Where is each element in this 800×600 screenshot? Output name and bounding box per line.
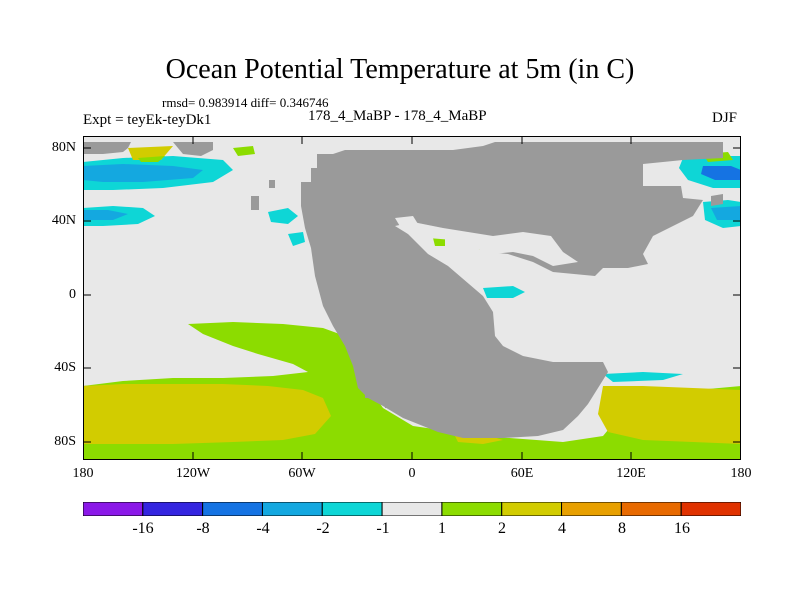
colorbar-swatch <box>620 502 682 516</box>
lat-label-0: 0 <box>69 287 76 302</box>
lon-label-120e: 120E <box>616 466 646 481</box>
west-island <box>251 196 259 210</box>
colorbar <box>83 502 741 516</box>
north-pacific-blue-core <box>83 164 203 182</box>
experiment-label: Expt = teyEk-teyDk1 <box>83 112 212 128</box>
colorbar-swatch <box>441 502 503 516</box>
colorbar-swatch <box>202 502 263 516</box>
lon-label-60w: 60W <box>288 466 316 481</box>
lon-label-180-east: 180 <box>730 466 752 481</box>
longitude-ticks <box>192 136 632 460</box>
lon-label-60e: 60E <box>510 466 534 481</box>
colorbar-swatch <box>142 502 204 516</box>
lon-label-180-west: 180 <box>72 466 94 481</box>
northwest-blue-core <box>83 210 128 220</box>
colorbar-label: 1 <box>438 520 446 537</box>
east-mid-blue-core <box>711 206 741 220</box>
lat-label-40s: 40S <box>54 360 76 375</box>
temperature-difference-map <box>83 136 741 460</box>
colorbar-swatch <box>83 502 144 516</box>
latitude-ticks <box>83 147 741 443</box>
colorbar-swatch <box>561 502 622 516</box>
lon-label-0: 0 <box>408 466 416 481</box>
south-small-island <box>365 390 375 398</box>
inland-sea-cyan-patch <box>483 286 525 298</box>
southern-band-yellow-main <box>83 384 331 444</box>
southern-band-yellow-east <box>598 386 741 444</box>
season-label: DJF <box>712 110 738 126</box>
arctic-green-patch <box>138 156 165 162</box>
main-continent-landmass <box>301 142 723 438</box>
colorbar-label: -4 <box>256 520 270 537</box>
colorbar-label: 2 <box>498 520 506 537</box>
lat-label-80n: 80N <box>51 140 76 155</box>
west-coast-cyan-blob <box>268 208 298 224</box>
colorbar-swatch <box>501 502 563 516</box>
rmsd-diff-stats: rmsd= 0.983914 diff= 0.346746 <box>162 95 329 110</box>
colorbar-label: 4 <box>558 520 566 537</box>
arctic-landmass-mid <box>173 142 213 156</box>
inland-sea <box>395 222 578 266</box>
small-island-a <box>269 180 275 188</box>
colorbar-label: -8 <box>196 520 210 537</box>
colorbar-label: -1 <box>376 520 390 537</box>
colorbar-swatch <box>261 502 323 516</box>
colorbar-label: 8 <box>618 520 626 537</box>
south-cyan-streak <box>603 372 683 382</box>
north-green-blob <box>233 146 255 156</box>
lat-label-40n: 40N <box>51 213 76 228</box>
east-island <box>711 194 723 206</box>
lon-label-120w: 120W <box>175 466 211 481</box>
small-cyan-blob-b <box>288 232 305 246</box>
plot-title: Ocean Potential Temperature at 5m (in C) <box>165 54 635 85</box>
colorbar-swatch <box>381 502 443 516</box>
arctic-landmass-west <box>83 142 131 154</box>
case-label: 178_4_MaBP - 178_4_MaBP <box>308 108 487 124</box>
colorbar-label: -2 <box>316 520 330 537</box>
lat-label-80s: 80S <box>54 434 76 449</box>
colorbar-swatch <box>321 502 383 516</box>
south-coast-island <box>385 400 395 408</box>
northeast-blue-core <box>701 166 741 180</box>
colorbar-label: 16 <box>674 520 690 537</box>
colorbar-label: -16 <box>132 520 154 537</box>
colorbar-swatch <box>680 502 741 516</box>
